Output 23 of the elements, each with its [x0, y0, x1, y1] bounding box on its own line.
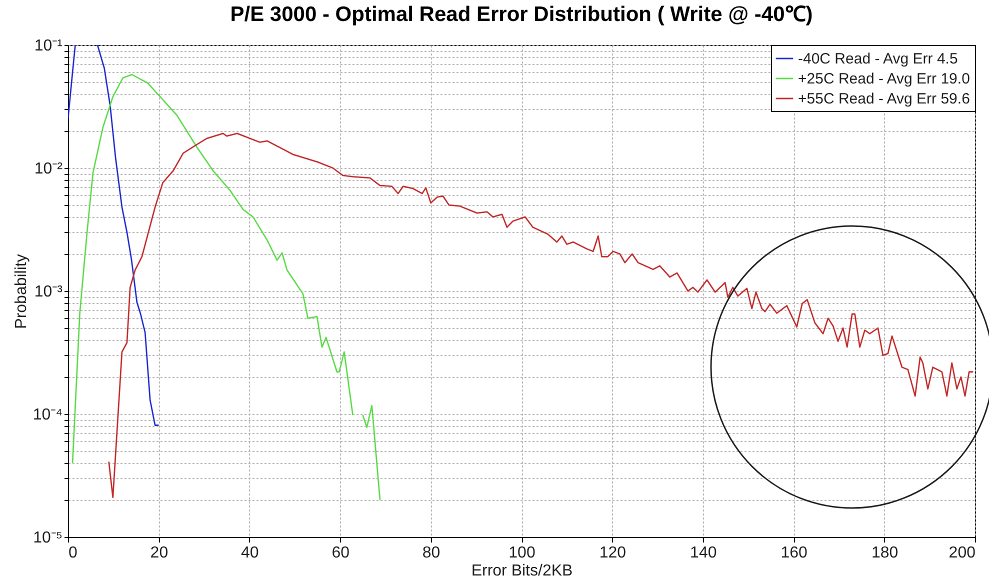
x-tick-label: 60 [332, 544, 350, 562]
legend-label: +55C Read - Avg Err 59.6 [798, 90, 970, 108]
x-axis-title: Error Bits/2KB [471, 562, 573, 580]
x-tick-label: 40 [241, 544, 259, 562]
y-tick-label: 10⁻² [34, 160, 64, 178]
x-tick-label: 80 [422, 544, 440, 562]
x-tick-label: 20 [150, 544, 168, 562]
y-tick-label: 10⁻⁵ [33, 530, 62, 546]
x-tick-label: 100 [508, 544, 536, 562]
legend-label: -40C Read - Avg Err 4.5 [798, 50, 958, 68]
y-tick-label: 10⁻¹ [34, 38, 62, 54]
x-tick-label: 140 [690, 544, 717, 562]
line-series [108, 132, 974, 498]
x-tick-label: 120 [599, 544, 626, 562]
x-tick-label: 0 [68, 544, 78, 562]
x-tick-label: 200 [948, 544, 976, 562]
chart-title: P/E 3000 - Optimal Read Error Distribution ( Write @ -40℃) [230, 3, 813, 26]
x-tick-label: 180 [871, 544, 898, 562]
x-tick-label: 160 [780, 544, 808, 562]
y-axis-title: Probability [12, 254, 30, 329]
y-tick-label: 10⁻⁴ [32, 406, 63, 424]
y-tick-label: 10⁻³ [34, 284, 64, 300]
legend-label: +25C Read - Avg Err 19.0 [798, 70, 970, 88]
